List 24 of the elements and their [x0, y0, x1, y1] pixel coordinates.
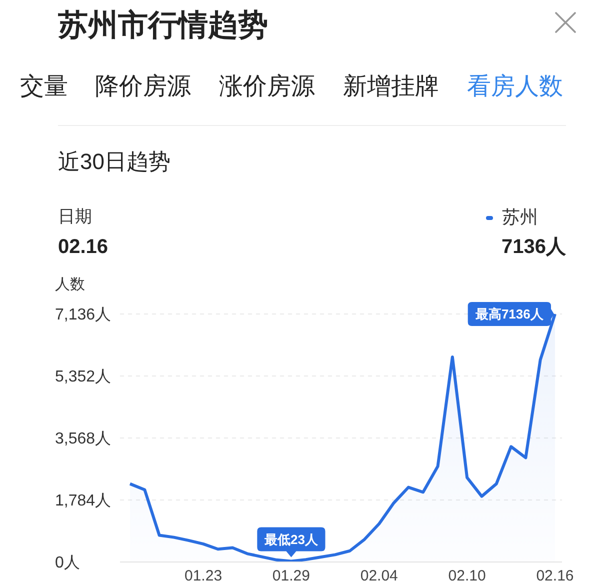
legend-label: 苏州: [502, 207, 538, 229]
text: 02.16: [58, 235, 108, 259]
x-tick-label: 01.29: [272, 568, 310, 585]
y-axis-title: 人数: [55, 276, 85, 294]
x-tick-label: 02.10: [448, 568, 486, 585]
y-tick-label: 0人: [55, 554, 80, 572]
annotation: 最高7136人: [474, 306, 544, 322]
x-tick-label: 02.04: [360, 568, 398, 585]
text: 交量: [20, 73, 68, 102]
text: 降价房源: [95, 73, 191, 102]
x-tick-label: 01.23: [184, 568, 222, 585]
y-tick-label: 5,352人: [55, 368, 112, 386]
x-tick-label: 02.16: [536, 568, 574, 585]
text: 日期: [58, 207, 92, 228]
y-tick-label: 7,136人: [55, 306, 112, 324]
annotation: 最低23人: [263, 532, 319, 547]
text: 新增挂牌: [343, 73, 439, 102]
text: 涨价房源: [219, 73, 315, 102]
chart-title: 苏州市行情趋势: [58, 8, 268, 44]
chart-subtitle: 近30日趋势: [58, 149, 170, 176]
y-tick-label: 3,568人: [55, 430, 112, 448]
text: 7136人: [502, 235, 566, 259]
text: 看房人数: [467, 73, 563, 102]
y-tick-label: 1,784人: [55, 492, 112, 510]
